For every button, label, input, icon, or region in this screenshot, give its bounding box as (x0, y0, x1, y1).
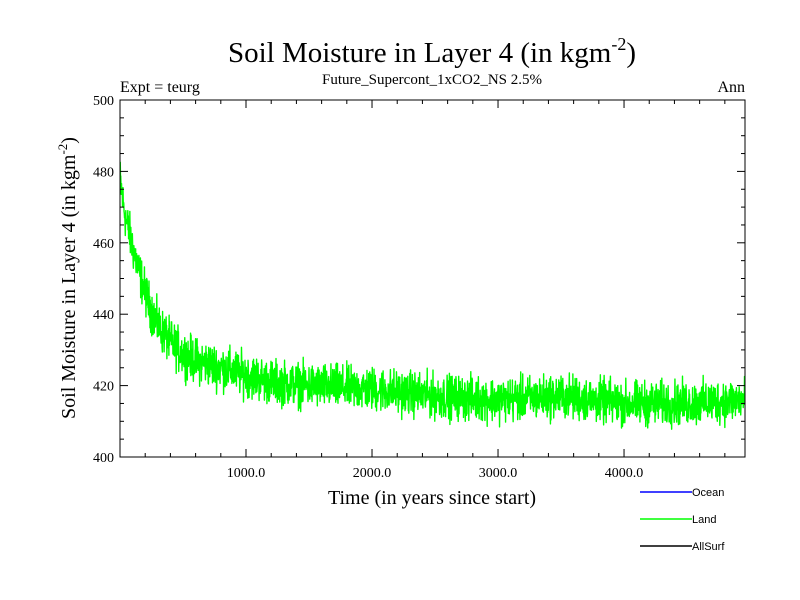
subtitle-center: Future_Supercont_1xCO2_NS 2.5% (322, 72, 542, 88)
x-tick-label: 3000.0 (479, 466, 518, 481)
chart-title-superscript: -2 (611, 34, 626, 54)
y-axis-label-superscript: -2 (55, 144, 70, 155)
y-tick-label: 480 (93, 165, 114, 180)
chart-title: Soil Moisture in Layer 4 (in kgm-2) (228, 34, 636, 69)
plot-area: 1000.0 2000.0 3000.0 4000.0 400 420 440 460 480… (93, 94, 746, 481)
series-line-land (120, 161, 745, 430)
subtitle-right: Ann (717, 79, 745, 96)
x-axis-ticks: 1000.0 2000.0 3000.0 4000.0 (144, 100, 726, 481)
y-tick-label: 460 (93, 237, 114, 252)
x-axis-label: Time (in years since start) (328, 487, 536, 509)
y-axis-label-close: ) (58, 137, 80, 144)
y-axis-label: Soil Moisture in Layer 4 (in kgm-2) (55, 137, 80, 419)
x-tick-label: 4000.0 (605, 466, 644, 481)
x-tick-label: 2000.0 (353, 466, 392, 481)
y-tick-label: 440 (93, 308, 114, 323)
subtitle-left: Expt = teurg (120, 79, 200, 96)
y-axis-label-main: Soil Moisture in Layer 4 (in kgm (58, 154, 80, 419)
series-layer (120, 161, 745, 430)
legend: Ocean Land AllSurf (640, 487, 725, 553)
chart-title-close: ) (626, 37, 636, 69)
legend-label-ocean: Ocean (692, 487, 724, 499)
y-tick-label: 420 (93, 380, 114, 395)
y-axis-ticks: 400 420 440 460 480 500 (93, 94, 745, 466)
x-tick-label: 1000.0 (227, 466, 266, 481)
legend-label-land: Land (692, 514, 716, 526)
y-tick-label: 500 (93, 94, 114, 109)
legend-label-allsurf: AllSurf (692, 541, 725, 553)
chart-title-main: Soil Moisture in Layer 4 (in kgm (228, 37, 612, 69)
y-tick-label: 400 (93, 451, 114, 466)
